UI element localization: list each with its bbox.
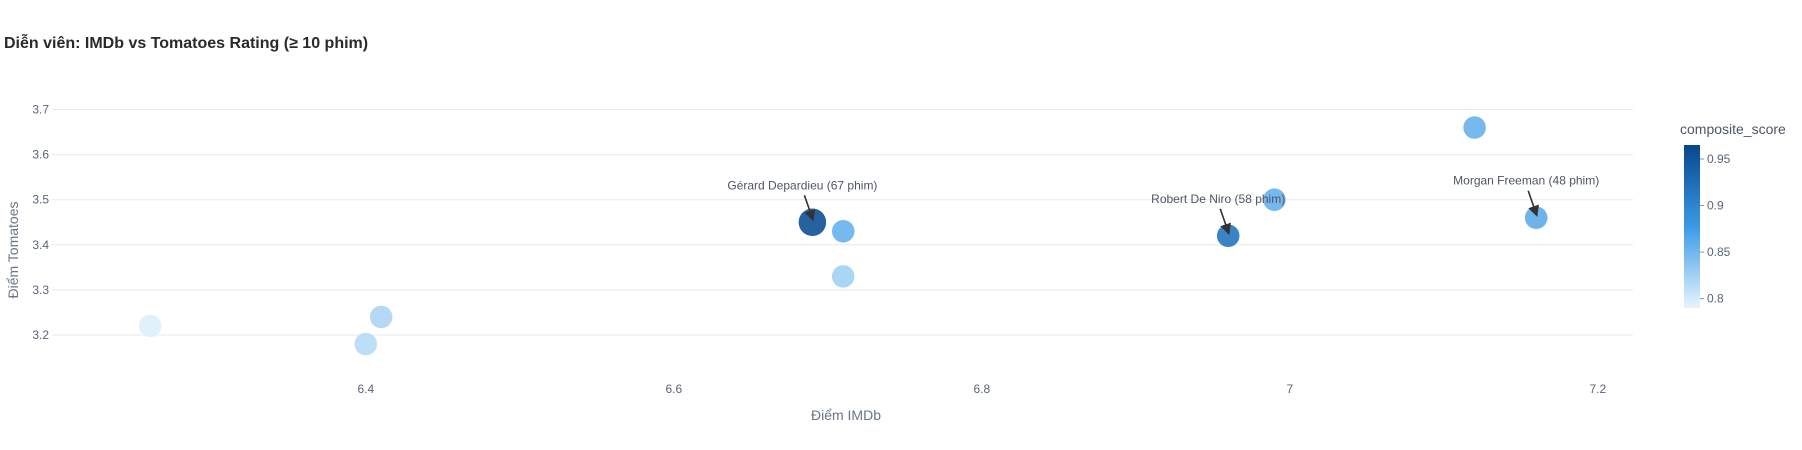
annotation-arrow [1219, 208, 1231, 235]
annotation-arrow [803, 194, 816, 222]
annotation-label: Morgan Freeman (48 phim) [1453, 174, 1599, 188]
axis-layer: Điểm IMDb Điểm Tomatoes [5, 201, 881, 423]
colorbar: composite_score 0.8 0.85 0.9 0.95 [1680, 121, 1786, 308]
colorbar-tick-label: 0.95 [1707, 152, 1731, 166]
colorbar-title: composite_score [1680, 121, 1786, 137]
x-tick-label: 6.6 [665, 382, 682, 396]
scatter-point[interactable] [1462, 115, 1487, 140]
annotation-label: Robert De Niro (58 phim) [1151, 192, 1285, 206]
scatter-point[interactable] [138, 314, 162, 338]
scatter-point[interactable] [369, 305, 393, 329]
scatter-point[interactable] [831, 264, 855, 289]
y-tick-label: 3.6 [32, 148, 49, 162]
y-tick-label: 3.2 [32, 328, 49, 342]
annotation-arrow [1527, 190, 1539, 217]
scatter-point[interactable] [1262, 187, 1287, 212]
colorbar-tick-label: 0.8 [1707, 292, 1724, 306]
colorbar-tick-label: 0.85 [1707, 245, 1731, 259]
y-tick-label: 3.7 [32, 103, 49, 117]
x-tick-label: 7.2 [1589, 382, 1606, 396]
y-axis-title: Điểm Tomatoes [5, 201, 21, 298]
x-tick-label: 6.4 [357, 382, 374, 396]
annotation-label: Gérard Depardieu (67 phim) [727, 178, 877, 192]
scatter-point[interactable] [1524, 205, 1548, 230]
annotation-layer: Gérard Depardieu (67 phim) Robert De Niro… [727, 174, 1599, 235]
x-tick-label: 6.8 [973, 382, 990, 396]
x-tick-label: 7 [1286, 382, 1293, 396]
x-axis-title: Điểm IMDb [811, 407, 881, 423]
y-tick-label: 3.3 [32, 283, 49, 297]
y-tick-label: 3.4 [32, 238, 49, 252]
colorbar-gradient [1684, 145, 1700, 308]
y-tick-label: 3.5 [32, 193, 49, 207]
points-layer [138, 115, 1548, 356]
scatter-point[interactable] [1216, 224, 1240, 248]
scatter-point[interactable] [831, 219, 855, 244]
colorbar-tick-label: 0.9 [1707, 199, 1724, 213]
scatter-point[interactable] [798, 208, 827, 237]
scatter-point[interactable] [354, 332, 378, 356]
chart-title: Diễn viên: IMDb vs Tomatoes Rating (≥ 10… [4, 35, 369, 52]
grid-layer: 3.2 3.3 3.4 3.5 3.6 3.7 6.4 6.6 6.8 7 7.2 [32, 103, 1633, 396]
